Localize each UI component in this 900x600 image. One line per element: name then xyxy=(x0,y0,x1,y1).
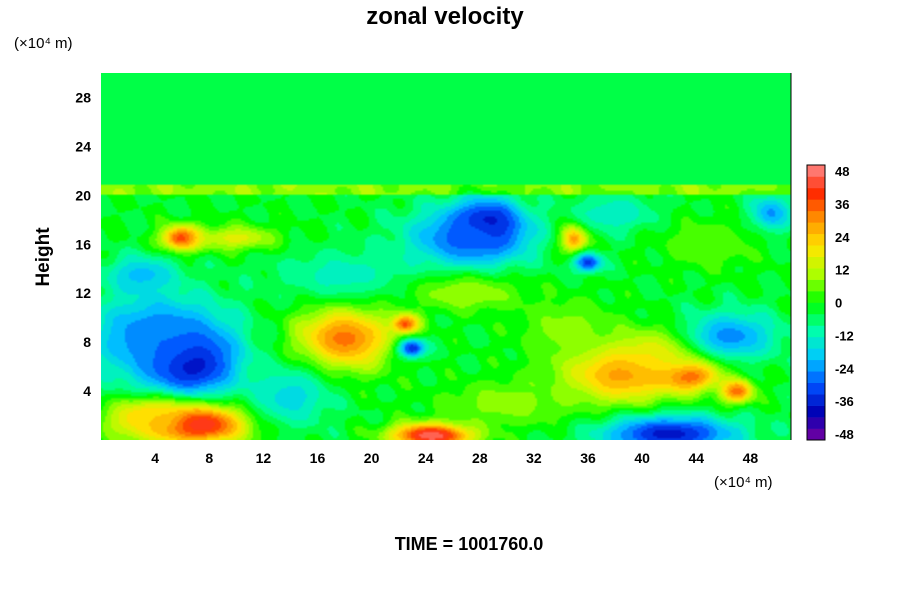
y-axis-label: Height xyxy=(33,227,54,287)
x-tick-label: 8 xyxy=(205,450,213,466)
colorbar-tick-label: 36 xyxy=(835,197,849,212)
x-tick-label: 24 xyxy=(418,450,434,466)
colorbar-band xyxy=(807,313,825,326)
colorbar-band xyxy=(807,245,825,257)
x-tick-label: 12 xyxy=(256,450,272,466)
colorbar-tick-label: 24 xyxy=(835,230,850,245)
colorbar-band xyxy=(807,371,825,384)
colorbar-band xyxy=(807,336,825,349)
colorbar-band xyxy=(807,279,825,292)
colorbar-band xyxy=(807,359,825,372)
colorbar-tick-label: -48 xyxy=(835,427,854,442)
colorbar-band xyxy=(807,233,825,246)
colorbar xyxy=(806,164,826,441)
colorbar-band xyxy=(807,210,825,223)
y-tick-label: 20 xyxy=(75,187,91,203)
x-tick-label: 32 xyxy=(526,450,542,466)
time-label: TIME = 1001760.0 xyxy=(395,534,544,554)
colorbar-labels: 48 36 24 12 0 -12 -24 -36 -48 xyxy=(835,164,855,442)
y-tick-label: 24 xyxy=(75,138,91,154)
colorbar-band xyxy=(807,199,825,212)
x-tick-label: 44 xyxy=(689,450,705,466)
x-tick-label: 28 xyxy=(472,450,488,466)
x-tick-label: 4 xyxy=(151,450,159,466)
colorbar-band xyxy=(807,428,825,441)
y-tick-label: 8 xyxy=(83,334,91,350)
y-tick-label: 16 xyxy=(75,236,91,252)
y-axis-ticks: 4 8 12 16 20 24 28 xyxy=(75,89,91,399)
colorbar-band xyxy=(807,302,825,315)
colorbar-tick-label: 12 xyxy=(835,263,849,278)
colorbar-border xyxy=(806,164,826,441)
colorbar-band xyxy=(807,176,825,189)
heatmap-plot-area xyxy=(101,73,792,440)
colorbar-tick-label: -24 xyxy=(835,361,855,376)
x-tick-label: 40 xyxy=(634,450,650,466)
x-tick-label: 20 xyxy=(364,450,380,466)
colorbar-band xyxy=(807,382,825,395)
colorbar-band xyxy=(807,348,825,361)
chart-title: zonal velocity xyxy=(366,3,524,30)
x-unit-label: (×10⁴ m) xyxy=(714,474,773,491)
colorbar-band xyxy=(807,291,825,303)
colorbar-tick-label: -36 xyxy=(835,394,854,409)
y-tick-label: 4 xyxy=(83,383,91,399)
colorbar-band xyxy=(807,222,825,235)
x-axis-ticks: 4 8 12 16 20 24 28 32 36 40 44 48 xyxy=(151,450,758,466)
colorbar-tick-label: 48 xyxy=(835,164,849,179)
y-tick-label: 12 xyxy=(75,285,91,301)
colorbar-band xyxy=(807,268,825,280)
colorbar-band xyxy=(807,325,825,338)
colorbar-tick-label: -12 xyxy=(835,328,854,343)
colorbar-band xyxy=(807,417,825,429)
x-tick-label: 48 xyxy=(743,450,759,466)
colorbar-band xyxy=(807,187,825,200)
colorbar-band xyxy=(807,256,825,269)
heatmap-image xyxy=(101,73,791,440)
x-tick-label: 16 xyxy=(310,450,326,466)
x-tick-label: 36 xyxy=(580,450,596,466)
y-tick-label: 28 xyxy=(75,89,91,105)
colorbar-band xyxy=(807,165,825,177)
colorbar-tick-label: 0 xyxy=(835,296,842,311)
colorbar-band xyxy=(807,394,825,406)
colorbar-band xyxy=(807,405,825,418)
y-unit-label: (×10⁴ m) xyxy=(14,35,73,52)
